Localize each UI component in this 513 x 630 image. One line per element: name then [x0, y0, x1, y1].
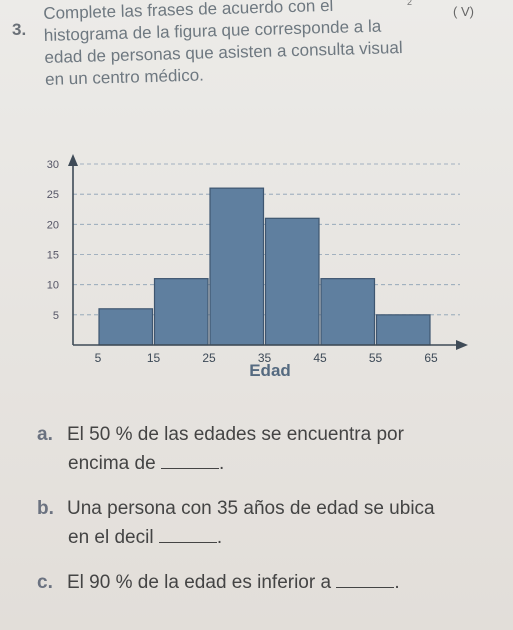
x-tick-label: 65 — [424, 351, 438, 365]
item-continuation: encima de . — [37, 449, 507, 478]
item-continuation: en el decil . — [37, 523, 507, 552]
item-text: encima de — [68, 453, 156, 474]
x-tick-label: 5 — [95, 351, 102, 365]
question-text: Complete las frases de acuerdo con el hi… — [43, 0, 485, 91]
item-b: b. Una persona con 35 años de edad se ubi… — [37, 494, 507, 552]
histogram-bar — [209, 187, 265, 346]
x-tick-label: 25 — [202, 351, 216, 365]
y-tick-label: 25 — [47, 189, 59, 201]
histogram-bar — [320, 278, 376, 346]
y-tick-label: 5 — [53, 310, 59, 322]
x-tick-label: 55 — [369, 351, 383, 365]
item-letter: c. — [37, 572, 53, 593]
corner-superscript: 2 — [407, 0, 413, 7]
y-tick-label: 15 — [47, 250, 59, 262]
y-tick-labels: 5 10 15 20 25 30 — [47, 159, 59, 322]
x-tick-labels: 5 15 25 35 45 55 65 — [95, 351, 438, 365]
y-tick-label: 10 — [47, 280, 59, 292]
y-tick-label: 20 — [47, 219, 59, 231]
histogram-bar — [153, 278, 209, 346]
item-a: a. El 50 % de las edades se encuentra por… — [37, 420, 507, 478]
histogram-bar — [264, 217, 320, 346]
x-tick-label: 15 — [147, 351, 161, 365]
item-text: . — [216, 527, 223, 548]
histogram-svg: 5 10 15 20 25 30 5 15 25 35 45 55 65 Edad — [47, 154, 468, 380]
x-tick-label: 35 — [258, 351, 272, 365]
answer-blank[interactable] — [336, 571, 395, 588]
item-text: El 50 % de las edades se encuentra por — [67, 424, 404, 445]
histogram-bar — [98, 308, 154, 346]
histogram: 5 10 15 20 25 30 5 15 25 35 45 55 65 Edad — [30, 150, 480, 390]
x-axis-label: Edad — [249, 361, 291, 380]
item-letter: b. — [37, 498, 54, 519]
x-axis-arrow-icon — [456, 340, 468, 350]
bars — [98, 187, 431, 346]
answer-blank[interactable] — [158, 526, 217, 543]
histogram-bar — [375, 314, 431, 346]
x-tick-label: 45 — [313, 351, 327, 365]
item-c: c. El 90 % de la edad es inferior a . — [37, 568, 507, 597]
axes — [68, 154, 468, 350]
answer-blank[interactable] — [160, 452, 219, 469]
y-tick-label: 30 — [47, 159, 59, 171]
item-text: . — [218, 453, 225, 474]
item-text: en el decil — [68, 527, 154, 548]
y-axis-arrow-icon — [68, 154, 78, 166]
item-text: El 90 % de la edad es inferior a — [67, 572, 332, 593]
item-letter: a. — [37, 424, 53, 445]
corner-mark: ( V) — [453, 4, 474, 19]
item-text: . — [394, 572, 400, 593]
item-text: Una persona con 35 años de edad se ubica — [67, 498, 435, 519]
question-number: 3. — [12, 20, 27, 39]
